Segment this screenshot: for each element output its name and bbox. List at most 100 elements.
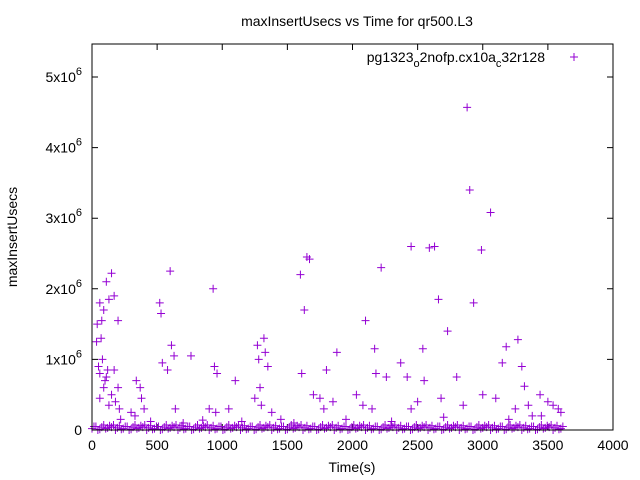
legend-label: pg1323o2nofp.cx10ac32r128 <box>367 49 545 70</box>
data-point <box>213 369 222 378</box>
data-point <box>157 309 166 318</box>
band-point <box>244 424 253 433</box>
data-point <box>259 334 268 343</box>
band-point <box>400 424 409 433</box>
data-point <box>370 344 379 353</box>
band-point <box>181 424 190 433</box>
data-point <box>167 341 176 350</box>
x-tick-label: 2500 <box>402 437 433 453</box>
data-point <box>114 383 123 392</box>
band-point <box>105 421 114 430</box>
data-point <box>305 255 314 264</box>
data-point <box>257 401 266 410</box>
band-point <box>394 423 403 432</box>
x-tick-label: 500 <box>145 437 169 453</box>
data-point <box>250 394 259 403</box>
data-point <box>198 416 207 425</box>
y-tick-label: 1x106 <box>46 348 82 367</box>
data-point <box>537 411 546 420</box>
band-point <box>207 423 216 432</box>
band-point <box>134 423 143 432</box>
band-point <box>220 425 229 434</box>
data-point <box>102 277 111 286</box>
data-point <box>382 373 391 382</box>
data-point <box>289 418 298 427</box>
data-point <box>163 365 172 374</box>
data-point <box>104 401 113 410</box>
band-point <box>386 421 395 430</box>
data-point <box>111 397 120 406</box>
data-point <box>407 404 416 413</box>
band-point <box>175 423 184 432</box>
band-point <box>463 424 472 433</box>
data-point <box>95 369 104 378</box>
data-point <box>107 269 116 278</box>
data-point <box>434 295 443 304</box>
data-point <box>231 376 240 385</box>
data-point <box>104 295 113 304</box>
band-point <box>103 423 112 432</box>
band-point <box>369 424 378 433</box>
band-point <box>261 421 270 430</box>
band-point <box>384 423 393 432</box>
data-point <box>130 411 139 420</box>
y-tick-label: 3x106 <box>46 207 82 226</box>
band-point <box>314 425 323 434</box>
data-point <box>211 408 220 417</box>
data-point <box>504 415 513 424</box>
data-point <box>549 401 558 410</box>
band-point <box>332 423 341 432</box>
data-point <box>98 355 107 364</box>
band-point <box>136 421 145 430</box>
data-point <box>158 358 167 367</box>
band-point <box>213 424 222 433</box>
data-point <box>276 415 285 424</box>
data-point <box>127 408 136 417</box>
band-point <box>488 423 497 432</box>
band-point <box>95 425 104 434</box>
data-point <box>502 342 511 351</box>
y-tick-label: 2x106 <box>46 278 82 297</box>
data-point <box>210 362 219 371</box>
band-point <box>502 425 511 434</box>
data-point <box>253 341 262 350</box>
band-point <box>363 423 372 432</box>
data-point <box>110 291 119 300</box>
axis-ticks: 0 500 1000 1500 2000 2500 3000 3500 4000 0 1x106 2x… <box>46 44 629 453</box>
band-point <box>338 424 347 433</box>
data-point <box>322 365 331 374</box>
data-point <box>430 242 439 251</box>
data-point <box>524 401 533 410</box>
data-point <box>511 404 520 413</box>
data-point <box>256 383 265 392</box>
data-point <box>186 351 195 360</box>
band-point <box>355 421 364 430</box>
band-point <box>525 424 534 433</box>
x-tick-label: 3000 <box>467 437 498 453</box>
data-point <box>536 390 545 399</box>
data-point <box>543 397 552 406</box>
data-point <box>332 348 341 357</box>
band-point <box>291 423 300 432</box>
x-tick-label: 3500 <box>532 437 563 453</box>
data-point <box>407 242 416 251</box>
data-point <box>459 401 468 410</box>
data-point <box>99 305 108 314</box>
data-point <box>418 344 427 353</box>
data-point <box>469 298 478 307</box>
x-axis-label: Time(s) <box>329 459 376 475</box>
data-point <box>420 376 429 385</box>
band-point <box>377 425 386 434</box>
x-tick-label: 1500 <box>272 437 303 453</box>
x-tick-label: 1000 <box>207 437 238 453</box>
data-point <box>556 408 565 417</box>
band-point <box>439 425 448 434</box>
band-point <box>259 423 268 432</box>
data-point <box>368 404 377 413</box>
data-point <box>371 369 380 378</box>
band-point <box>166 423 175 432</box>
data-point <box>140 404 149 413</box>
data-point <box>478 390 487 399</box>
band-point <box>449 421 458 430</box>
